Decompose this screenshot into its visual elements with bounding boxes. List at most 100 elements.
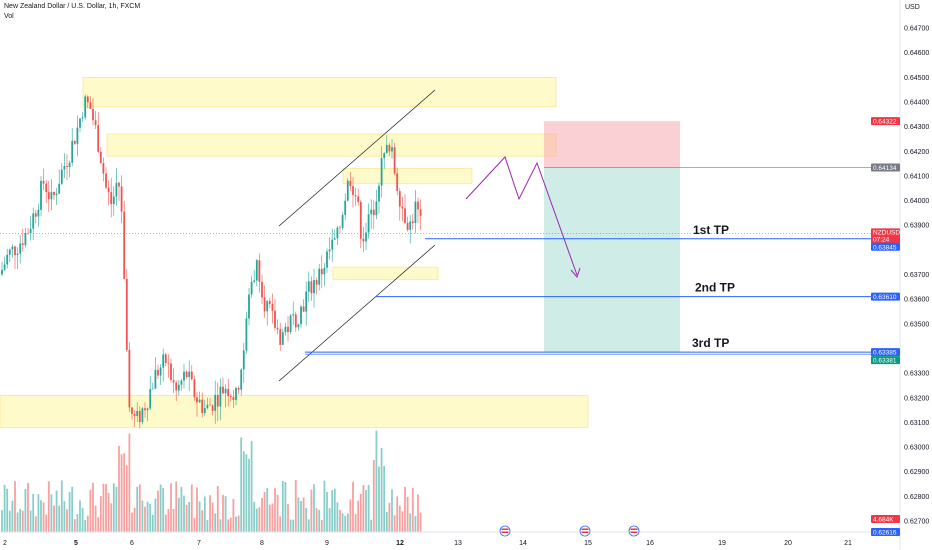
- candle: [417, 201, 419, 210]
- candle: [222, 386, 224, 394]
- volume-bar: [125, 465, 128, 532]
- candle: [248, 294, 250, 319]
- candle: [196, 397, 198, 403]
- volume-bar: [71, 486, 74, 532]
- volume-bar: [107, 492, 110, 532]
- volume-bar: [172, 508, 175, 532]
- volume-bar: [131, 512, 133, 532]
- date-tick-label: 6: [130, 540, 134, 547]
- candle: [146, 408, 149, 411]
- volume-bar: [274, 488, 276, 532]
- symbol-title[interactable]: New Zealand Dollar / U.S. Dollar, 1h, FX…: [4, 3, 141, 10]
- candle: [183, 371, 185, 381]
- price-tag: [871, 292, 900, 301]
- take-profit-lines: 1st TP 2nd TP 3rd TP: [305, 223, 900, 355]
- candle: [190, 371, 193, 380]
- candle: [60, 169, 63, 184]
- candle: [323, 267, 326, 275]
- candle: [250, 281, 253, 295]
- candle: [378, 185, 380, 202]
- volume-bar: [315, 508, 318, 532]
- candle: [55, 193, 58, 196]
- candle: [193, 379, 196, 398]
- candle: [175, 382, 178, 391]
- volume-bar: [198, 501, 201, 532]
- volume-bar: [110, 503, 113, 532]
- candle: [388, 144, 391, 152]
- candle: [1, 269, 3, 275]
- candle: [401, 206, 404, 209]
- candle: [11, 246, 14, 250]
- volume-bar: [190, 484, 193, 532]
- volume-bar: [206, 519, 209, 532]
- price-tick-label: 0.64000: [904, 198, 929, 205]
- volume-bar: [94, 505, 97, 532]
- volume-bar: [404, 486, 406, 532]
- candle: [123, 211, 126, 279]
- candle: [201, 399, 204, 414]
- candle: [419, 209, 422, 216]
- candle: [261, 281, 263, 298]
- volume-bar: [29, 510, 32, 532]
- supply-demand-zone: [332, 266, 439, 280]
- price-tag-text: 0.63845: [873, 244, 897, 251]
- candle: [162, 354, 165, 368]
- volume-bar: [112, 483, 115, 532]
- candle: [391, 147, 393, 152]
- volume-bar: [406, 496, 409, 532]
- candle: [268, 301, 271, 304]
- candle: [352, 186, 354, 196]
- price-tick-label: 0.64500: [904, 75, 929, 82]
- candle: [398, 191, 401, 207]
- price-tag-text: 0.64322: [873, 119, 897, 126]
- volume-bar: [27, 482, 29, 532]
- candle: [37, 209, 40, 217]
- price-tag-text: 0.62616: [873, 530, 897, 537]
- candle: [79, 118, 81, 128]
- volume-bar: [81, 508, 84, 532]
- volume-bar: [328, 508, 331, 532]
- volume-bar: [318, 510, 321, 532]
- candle: [339, 227, 341, 229]
- volume-bar: [53, 505, 55, 532]
- volume-bar: [372, 460, 375, 532]
- us-flag-stripe-icon: [630, 528, 638, 530]
- candle: [372, 209, 375, 216]
- date-axis: 2 5 6 7 8 9 12 13 14 15 16 19 20 21: [0, 531, 900, 547]
- candle: [102, 163, 105, 174]
- price-tick-label: 0.64400: [904, 99, 929, 106]
- candle: [53, 191, 55, 196]
- candle: [328, 249, 331, 252]
- volume-bar: [391, 489, 393, 532]
- volume-bar: [86, 515, 89, 532]
- candle: [383, 153, 386, 159]
- volume-bar: [268, 504, 271, 532]
- price-tags: 0.64322 0.64134 NZDUSD 0.6386707:240.63845…: [871, 117, 926, 537]
- candle: [255, 260, 258, 281]
- candle: [219, 386, 222, 407]
- date-tick-label: 12: [396, 540, 404, 547]
- volume-bar: [177, 497, 180, 532]
- volume-bar: [255, 508, 258, 532]
- volume-indicator-label[interactable]: Vol: [4, 13, 14, 20]
- candle: [242, 350, 245, 370]
- volume-bar: [19, 508, 22, 532]
- volume-bar: [284, 482, 287, 532]
- volume-bar: [242, 451, 245, 532]
- candle: [21, 243, 24, 246]
- volume-bar: [185, 504, 188, 532]
- candle: [180, 380, 183, 385]
- candle: [359, 201, 362, 239]
- volume-bar: [151, 514, 154, 532]
- candle: [76, 127, 79, 144]
- candle: [279, 329, 282, 345]
- volume-bar: [6, 488, 9, 532]
- volume-bar: [302, 497, 305, 532]
- volume-bar: [414, 516, 417, 532]
- volume-bar: [89, 489, 92, 532]
- candle: [112, 196, 115, 205]
- volume-bar: [396, 496, 399, 532]
- candle: [27, 232, 29, 234]
- candle: [29, 228, 32, 234]
